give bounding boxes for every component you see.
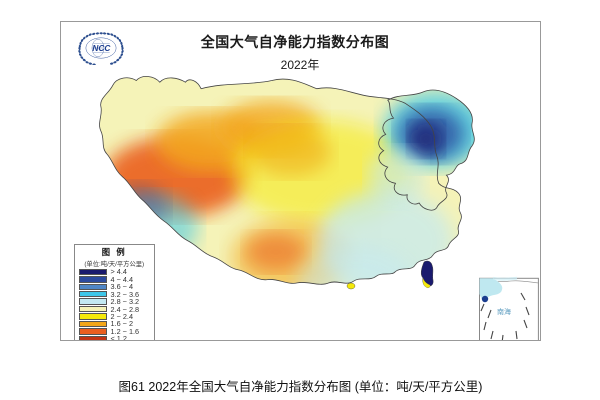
svg-text:NCC: NCC <box>92 43 111 53</box>
svg-text:南海: 南海 <box>497 307 511 316</box>
